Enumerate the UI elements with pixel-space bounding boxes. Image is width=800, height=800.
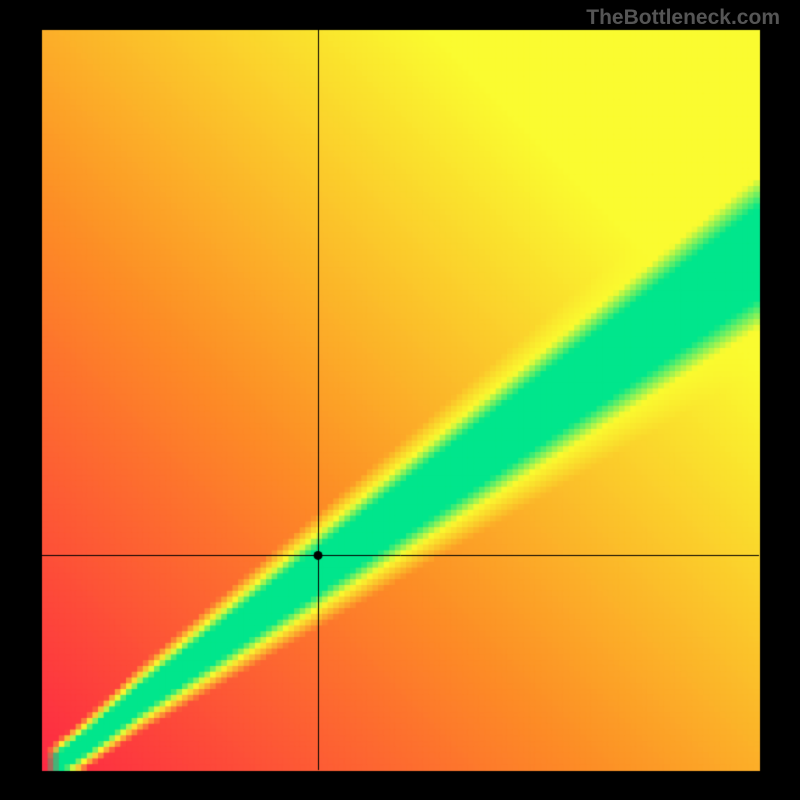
watermark-text: TheBottleneck.com — [586, 6, 780, 30]
chart-container: TheBottleneck.com — [0, 0, 800, 800]
bottleneck-heatmap-canvas — [0, 0, 800, 800]
